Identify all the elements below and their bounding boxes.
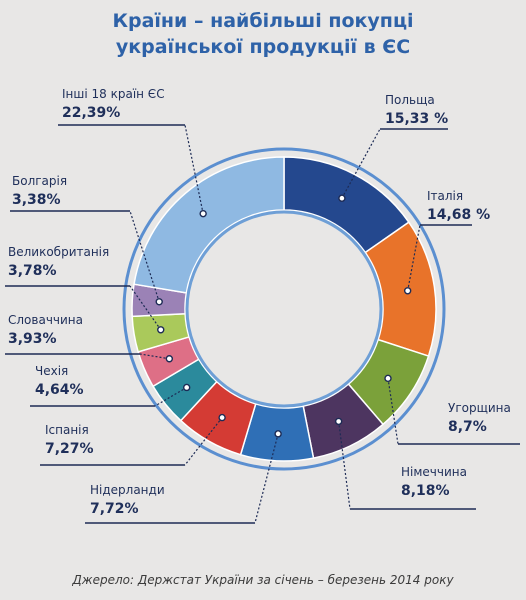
slice-marker-8 xyxy=(157,326,165,334)
slice-value-0: 15,33 % xyxy=(385,111,448,127)
slice-label-5: Іспанія xyxy=(45,423,89,437)
slice-label-6: Чехія xyxy=(35,364,68,378)
slice-marker-3 xyxy=(334,417,343,426)
leader-line-2 xyxy=(387,378,399,445)
slice-label-1: Італія xyxy=(427,189,463,203)
slice-label-8: Великобританія xyxy=(8,245,109,259)
leader-line-10 xyxy=(184,124,204,214)
title-line-2: української продукції в ЄС xyxy=(115,36,411,58)
slice-value-1: 14,68 % xyxy=(427,207,490,223)
slice-label-7: Словаччина xyxy=(8,313,83,327)
slice-value-3: 8,18% xyxy=(401,483,450,499)
chart-slices xyxy=(131,156,437,462)
leader-line-7 xyxy=(139,353,170,360)
slice-marker-10 xyxy=(199,209,207,218)
slice-label-10: Інші 18 країн ЄС xyxy=(62,87,165,101)
slice-value-8: 3,78% xyxy=(8,263,57,279)
slice-marker-7 xyxy=(165,355,174,363)
slice-marker-0 xyxy=(338,194,346,202)
leader-line-8 xyxy=(129,285,162,331)
slice-marker-2 xyxy=(384,374,392,383)
slice-label-2: Угорщина xyxy=(448,401,511,415)
slice-marker-9 xyxy=(155,298,163,306)
title-line-1: Країни – найбільші покупці xyxy=(112,10,414,32)
leader-line-3 xyxy=(338,421,351,510)
slice-marker-6 xyxy=(182,383,191,392)
slice-value-10: 22,39% xyxy=(62,105,120,121)
outer-ring xyxy=(122,147,446,471)
slice-value-7: 3,93% xyxy=(8,331,57,347)
slice-value-4: 7,72% xyxy=(90,501,139,517)
chart-title: Країни – найбільші покупці української п… xyxy=(0,8,526,60)
chart-callouts: Польща 15,33 % Італія 14,68 % Угорщина 8,7% Ні… xyxy=(5,87,520,524)
inner-ring xyxy=(185,210,383,408)
slice-marker-4 xyxy=(274,430,282,438)
leader-line-0 xyxy=(341,128,381,199)
slice-10 xyxy=(133,156,285,294)
slice-value-9: 3,38% xyxy=(12,192,61,208)
slice-value-2: 8,7% xyxy=(448,419,487,435)
leader-line-1 xyxy=(407,224,421,291)
slice-label-9: Болгарія xyxy=(12,174,67,188)
slice-marker-5 xyxy=(218,413,226,422)
slice-value-5: 7,27% xyxy=(45,441,94,457)
slice-label-4: Нідерланди xyxy=(90,483,165,497)
leader-line-4 xyxy=(254,433,279,524)
slice-marker-1 xyxy=(403,287,412,295)
slice-value-6: 4,64% xyxy=(35,382,84,398)
slice-label-3: Німеччина xyxy=(401,465,467,479)
source-note: Джерело: Держстат України за січень – бе… xyxy=(72,573,454,587)
slice-label-0: Польща xyxy=(385,93,435,107)
